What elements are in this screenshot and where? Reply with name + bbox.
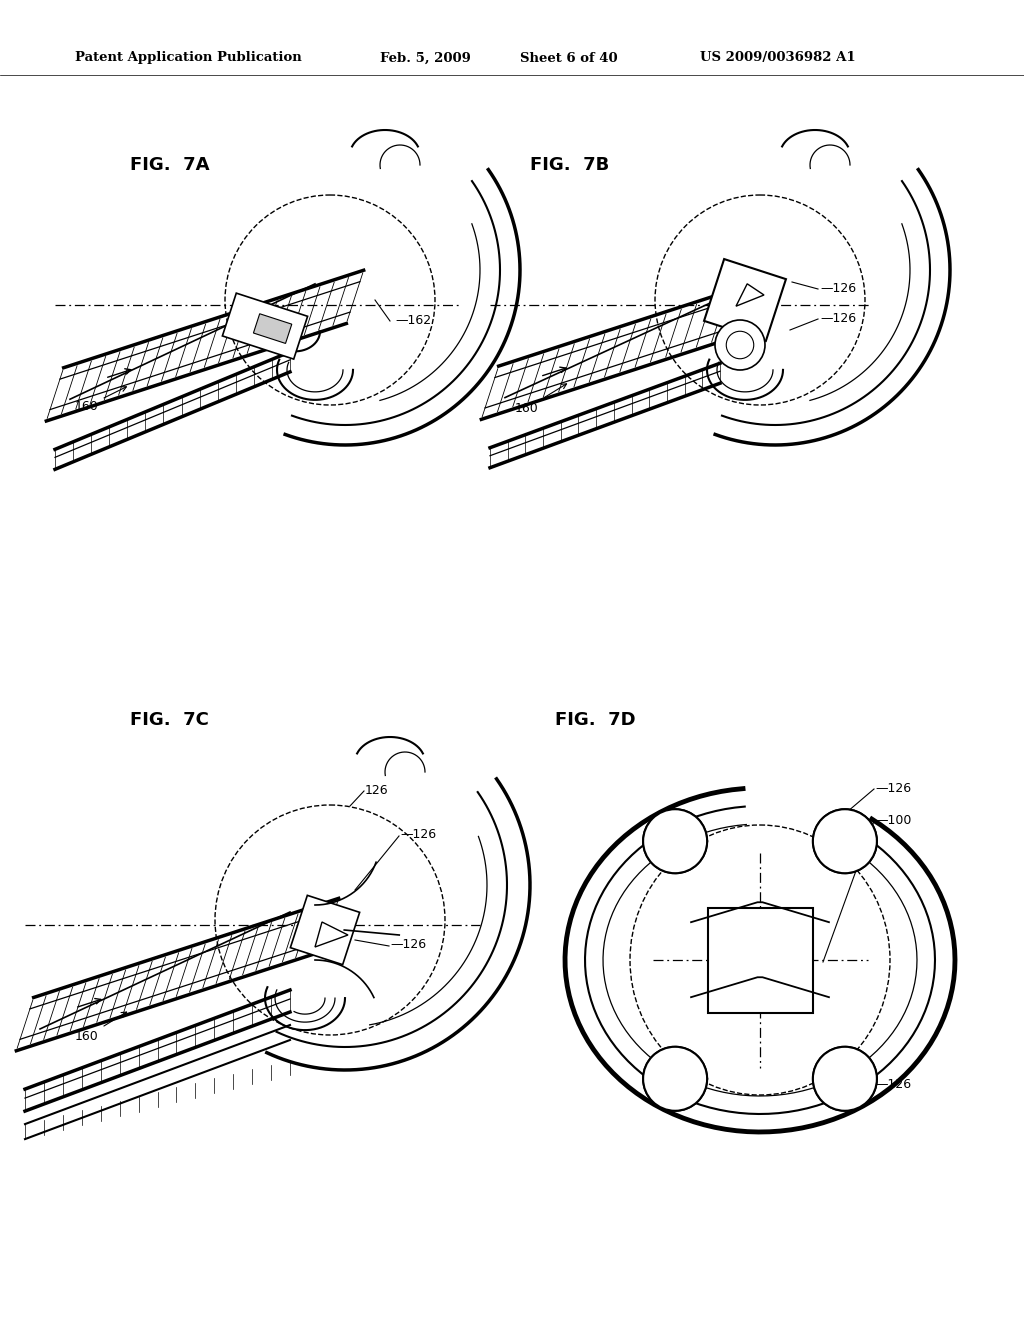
Circle shape [813, 809, 877, 874]
Text: —126: —126 [874, 781, 911, 795]
Polygon shape [222, 293, 307, 359]
Text: US 2009/0036982 A1: US 2009/0036982 A1 [700, 51, 856, 65]
Polygon shape [291, 895, 359, 965]
Text: —126: —126 [874, 1078, 911, 1092]
Text: —126: —126 [390, 939, 426, 952]
Text: FIG.  7A: FIG. 7A [130, 156, 210, 174]
Text: 160: 160 [75, 387, 126, 413]
Text: —126: —126 [400, 829, 436, 842]
Polygon shape [705, 259, 786, 341]
Circle shape [643, 1047, 708, 1110]
Text: 126: 126 [365, 784, 389, 796]
Text: —162: —162 [395, 314, 431, 326]
Text: FIG.  7D: FIG. 7D [555, 711, 636, 729]
Text: 160: 160 [75, 1012, 127, 1043]
Text: 160: 160 [515, 384, 566, 414]
Text: Patent Application Publication: Patent Application Publication [75, 51, 302, 65]
FancyBboxPatch shape [708, 908, 812, 1012]
Circle shape [813, 1047, 877, 1110]
Text: —100: —100 [874, 813, 911, 826]
Text: —126: —126 [820, 281, 856, 294]
Text: Sheet 6 of 40: Sheet 6 of 40 [520, 51, 617, 65]
Circle shape [643, 809, 708, 874]
Text: FIG.  7B: FIG. 7B [530, 156, 609, 174]
Polygon shape [253, 314, 292, 343]
Text: FIG.  7C: FIG. 7C [130, 711, 209, 729]
Text: Feb. 5, 2009: Feb. 5, 2009 [380, 51, 471, 65]
Text: —126: —126 [820, 312, 856, 325]
Circle shape [715, 319, 765, 370]
